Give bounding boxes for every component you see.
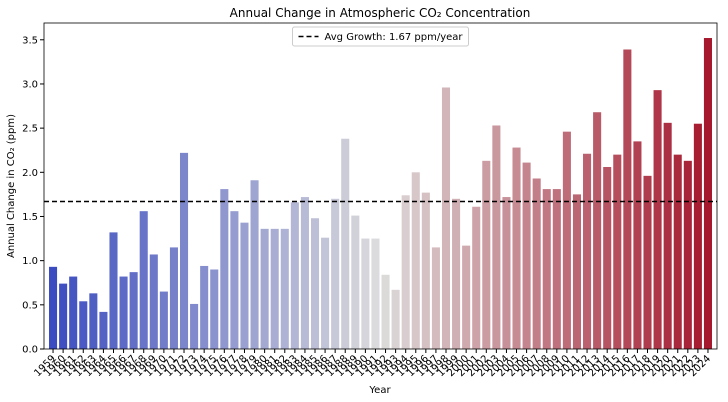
bar — [411, 172, 420, 349]
bar — [462, 245, 471, 349]
y-tick-label: 1.5 — [22, 212, 38, 223]
bar — [200, 265, 209, 349]
bar — [603, 167, 612, 349]
bar — [381, 274, 390, 349]
bar — [49, 266, 58, 349]
bar — [613, 154, 622, 349]
bar — [341, 138, 350, 349]
bar — [472, 206, 481, 349]
bar — [79, 301, 88, 349]
bar — [371, 238, 380, 349]
bar — [562, 131, 571, 349]
bar — [421, 192, 430, 349]
y-tick-label: 3.0 — [22, 79, 38, 90]
y-tick-label: 2.0 — [22, 168, 38, 179]
bar — [361, 238, 370, 349]
bar — [502, 197, 511, 349]
plot-frame — [43, 22, 718, 350]
bar — [643, 175, 652, 349]
bar — [99, 311, 108, 349]
bar — [69, 276, 78, 349]
bar — [129, 272, 138, 349]
legend-box — [292, 26, 469, 47]
y-tick-label: 0.0 — [22, 345, 38, 356]
bar — [210, 269, 219, 349]
bar — [693, 123, 702, 349]
bar — [300, 197, 309, 349]
bar — [109, 232, 118, 349]
bar — [321, 237, 330, 349]
y-tick-label: 1.0 — [22, 256, 38, 267]
bar — [179, 152, 189, 349]
bar — [290, 202, 299, 349]
legend: Avg Growth: 1.67 ppm/year — [292, 26, 469, 47]
bar — [542, 189, 551, 349]
bar — [431, 247, 440, 349]
bar — [240, 222, 249, 349]
y-axis-label: Annual Change in CO₂ (ppm) — [6, 114, 17, 258]
bar — [593, 112, 602, 350]
bar — [663, 122, 672, 350]
bar — [512, 147, 521, 349]
bar — [583, 153, 592, 349]
bar — [572, 194, 582, 349]
bar — [522, 162, 531, 349]
bar — [441, 87, 451, 349]
bar — [331, 198, 340, 349]
bar — [391, 289, 400, 349]
bar — [89, 293, 98, 349]
bar — [351, 215, 360, 349]
y-tick-label: 3.5 — [22, 35, 38, 46]
bar — [270, 228, 279, 349]
bar — [59, 283, 68, 349]
bar — [310, 218, 320, 349]
bar — [552, 189, 561, 349]
bar — [280, 228, 289, 349]
bar — [482, 160, 491, 349]
bar — [220, 189, 229, 349]
bar — [452, 198, 461, 349]
bar — [683, 160, 692, 349]
bar — [139, 211, 148, 349]
bar — [673, 154, 682, 349]
bar — [401, 195, 410, 349]
bar — [633, 141, 642, 349]
bar — [492, 125, 501, 349]
chart-title: Annual Change in Atmospheric CO₂ Concent… — [230, 6, 531, 20]
bar — [119, 276, 128, 349]
y-tick-label: 0.5 — [22, 300, 38, 311]
bar — [532, 178, 541, 349]
bar — [159, 291, 168, 349]
bar — [149, 254, 158, 349]
bar — [250, 180, 259, 349]
y-tick-label: 2.5 — [22, 124, 38, 135]
bar — [190, 303, 199, 349]
x-axis-label: Year — [368, 385, 391, 396]
bar — [623, 49, 632, 350]
legend-label: Avg Growth: 1.67 ppm/year — [325, 32, 464, 43]
bar — [260, 228, 269, 349]
bar — [653, 90, 662, 350]
bar — [169, 247, 178, 349]
bar — [230, 211, 239, 349]
bar — [703, 38, 712, 349]
